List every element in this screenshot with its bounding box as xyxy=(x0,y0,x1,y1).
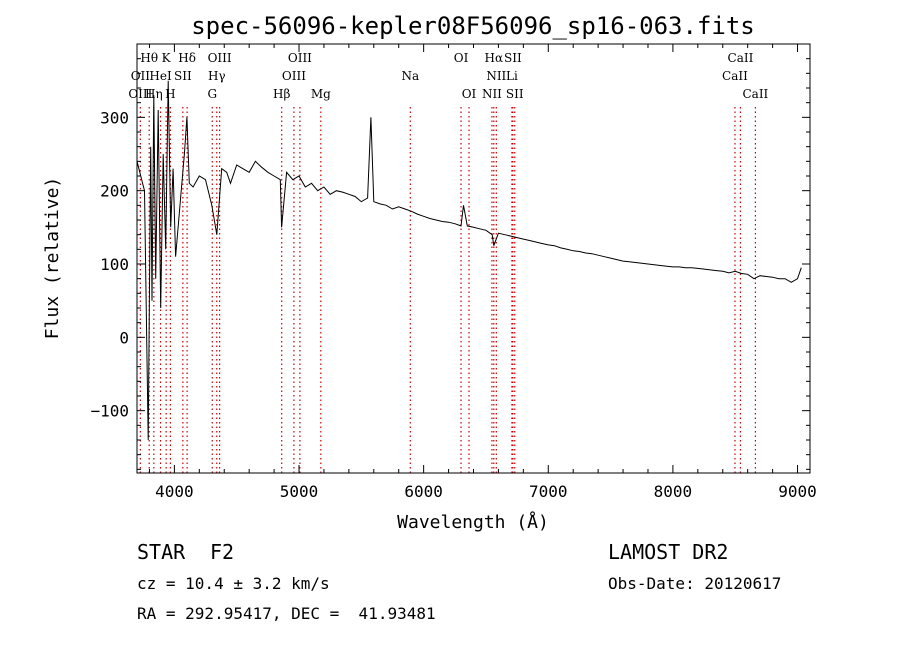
y-tick-label: 0 xyxy=(119,328,129,347)
spectral-line-markers xyxy=(139,104,757,473)
spectral-line-label: NII xyxy=(486,69,506,83)
spectral-line-label: OIII xyxy=(208,51,232,65)
x-tick-label: 8000 xyxy=(654,482,693,501)
spectral-line-label: OIII xyxy=(282,69,306,83)
y-tick-label: −100 xyxy=(90,402,129,421)
redshift-text: cz = 10.4 ± 3.2 km/s xyxy=(137,574,330,593)
x-axis-ticks: 4000 5000 6000 7000 8000 9000 xyxy=(148,44,817,501)
x-tick-label: 7000 xyxy=(529,482,568,501)
spectral-line-label: Li xyxy=(506,69,518,83)
obs-date: Obs-Date: 20120617 xyxy=(608,574,782,593)
y-tick-label: 100 xyxy=(100,255,129,274)
spectral-line-label: K xyxy=(162,51,172,65)
spectral-line-label: Hα xyxy=(485,51,504,65)
spectral-line-label: H xyxy=(165,87,175,101)
x-tick-label: 5000 xyxy=(280,482,319,501)
y-axis-label: Flux (relative) xyxy=(42,177,63,340)
spectral-line-label: NII xyxy=(482,87,502,101)
x-tick-label: 4000 xyxy=(155,482,194,501)
spectral-line-label: OI xyxy=(462,87,477,101)
spectral-line-label: OI xyxy=(454,51,469,65)
x-tick-label: 9000 xyxy=(778,482,817,501)
spectral-line-label: Hγ xyxy=(208,69,226,83)
spectrum-series-line xyxy=(136,80,802,441)
object-subclass: F2 xyxy=(210,540,235,564)
spectral-line-label: Hβ xyxy=(273,87,290,101)
spectral-line-label: OIII xyxy=(128,87,152,101)
x-tick-label: 6000 xyxy=(404,482,443,501)
spectral-line-label: Hθ xyxy=(140,51,158,65)
spectral-line-label: Hδ xyxy=(178,51,196,65)
plot-frame xyxy=(136,43,811,474)
spectral-line-label: SII xyxy=(504,51,522,65)
spectral-line-label: CaII xyxy=(722,69,748,83)
spectral-line-label: HeI xyxy=(149,69,172,83)
spectral-line-label: SII xyxy=(506,87,524,101)
coordinates: RA = 292.95417, DEC = 41.93481 xyxy=(137,604,436,623)
spectral-line-label: CaII xyxy=(728,51,754,65)
spectral-line-label: OIII xyxy=(288,51,312,65)
object-class: STAR xyxy=(137,540,186,564)
chart-title: spec-56096-kepler08F56096_sp16-063.fits xyxy=(191,12,755,40)
y-tick-label: 300 xyxy=(100,108,129,127)
spectral-line-label: G xyxy=(207,87,217,101)
spectral-line-label: Mg xyxy=(311,87,331,101)
spectral-line-label: SII xyxy=(174,69,192,83)
spectral-line-label: Na xyxy=(401,69,419,83)
survey-name: LAMOST DR2 xyxy=(608,540,729,564)
y-tick-label: 200 xyxy=(100,182,129,201)
y-axis-ticks: −100 0 100 200 300 xyxy=(90,58,810,470)
spectral-line-label: OII xyxy=(131,69,151,83)
spectral-line-label: CaII xyxy=(742,87,768,101)
spectral-line-label: Hη xyxy=(145,87,163,101)
x-axis-label: Wavelength (Å) xyxy=(397,511,549,533)
